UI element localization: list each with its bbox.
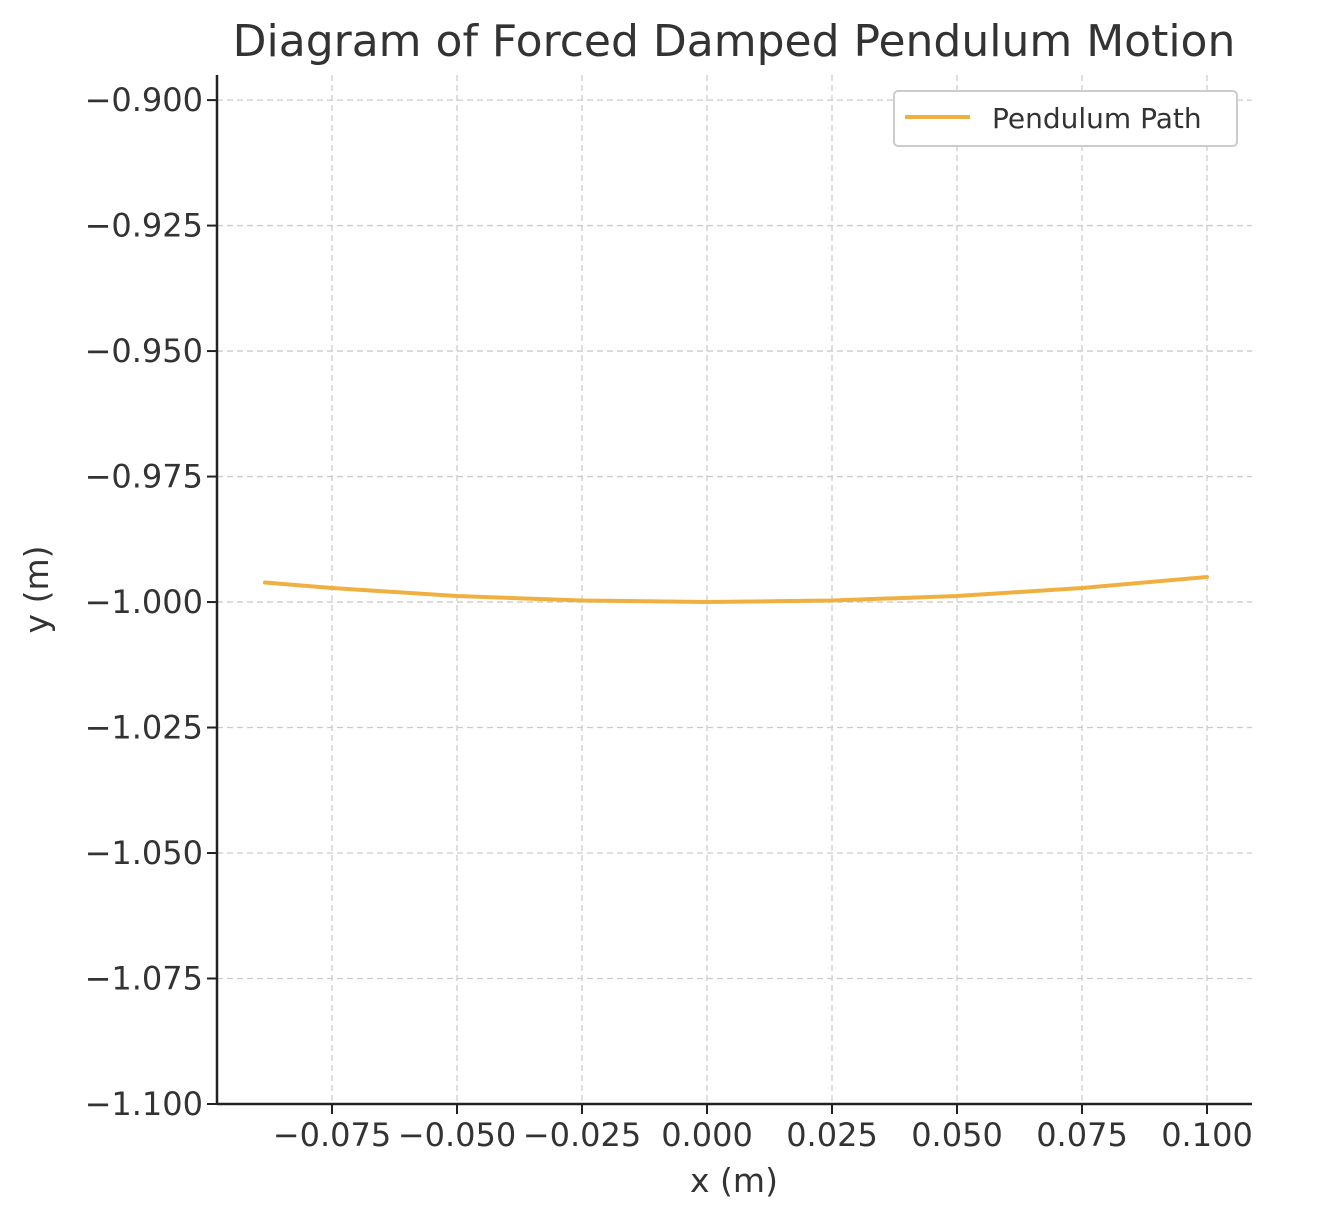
y-tick-label: −0.900 — [85, 81, 203, 119]
y-tick-label: −0.975 — [85, 458, 203, 496]
legend: Pendulum Path — [893, 90, 1238, 147]
x-tick-label: −0.025 — [523, 1116, 641, 1154]
y-tick-label: −0.950 — [85, 332, 203, 370]
axes — [215, 75, 1252, 1106]
y-tick-label: −1.075 — [85, 960, 203, 998]
x-tick-label: −0.075 — [273, 1116, 391, 1154]
y-tick-label: −1.000 — [85, 583, 203, 621]
legend-box — [893, 90, 1238, 147]
series — [263, 575, 1209, 604]
x-tick-label: 0.025 — [786, 1116, 878, 1154]
ticks: −0.075 −0.050 −0.025 0.000 0.025 0.050 0.075 0.… — [85, 81, 1253, 1154]
x-axis-label: x (m) — [690, 1161, 778, 1200]
y-tick-label: −1.050 — [85, 834, 203, 872]
x-tick-label: 0.000 — [661, 1116, 753, 1154]
series-line-0 — [263, 575, 1209, 604]
y-tick-label: −1.100 — [85, 1085, 203, 1123]
chart-title: Diagram of Forced Damped Pendulum Motion — [233, 16, 1236, 67]
x-tick-label: −0.050 — [398, 1116, 516, 1154]
x-tick-label: 0.050 — [911, 1116, 1003, 1154]
y-tick-label: −1.025 — [85, 709, 203, 747]
x-tick-label: 0.100 — [1161, 1116, 1253, 1154]
x-tick-label: 0.075 — [1036, 1116, 1128, 1154]
y-axis-label: y (m) — [17, 546, 56, 634]
legend-label: Pendulum Path — [992, 102, 1202, 135]
y-tick-label: −0.925 — [85, 207, 203, 245]
